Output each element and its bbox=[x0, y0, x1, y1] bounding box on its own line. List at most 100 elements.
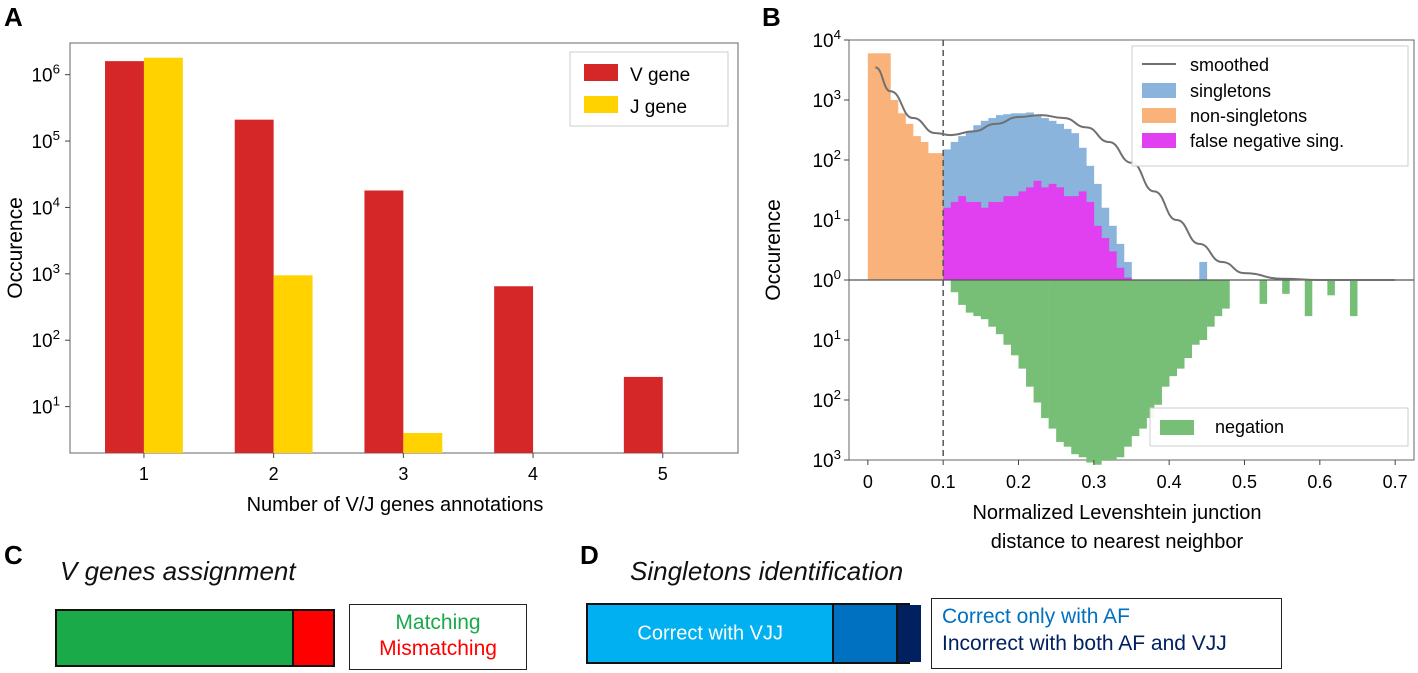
x-tick-label-a-5: 5 bbox=[658, 464, 668, 484]
bar-false-negative bbox=[995, 201, 1004, 280]
bar-negation bbox=[965, 280, 974, 313]
bar-singletons bbox=[1199, 261, 1208, 280]
bar-false-negative bbox=[1041, 187, 1049, 280]
bar-negation bbox=[1108, 280, 1117, 460]
bar-false-negative bbox=[1101, 238, 1110, 280]
bar-negation bbox=[1206, 280, 1215, 327]
bar-j-gene-2 bbox=[273, 275, 313, 453]
bar-non-singletons bbox=[890, 100, 899, 280]
bar-negation bbox=[1161, 280, 1170, 387]
singletons-segment-incorrect-with-both-af-and-vjj bbox=[898, 605, 921, 662]
y-tick-label-b-5: 101 bbox=[812, 327, 841, 352]
bar-singletons bbox=[1116, 243, 1125, 280]
legend-label-correct-only-af: Correct only with AF bbox=[942, 605, 1130, 628]
bar-non-singletons bbox=[935, 153, 944, 280]
legend-label-v-gene: V gene bbox=[630, 65, 690, 86]
legend-swatch-non-singletons bbox=[1142, 108, 1176, 123]
bar-negation bbox=[995, 280, 1004, 335]
legend-label-negation: negation bbox=[1215, 417, 1284, 437]
bar-false-negative bbox=[1108, 251, 1117, 280]
legend-label-false-negative: false negative sing. bbox=[1190, 131, 1344, 151]
x-tick-label-a-4: 4 bbox=[528, 464, 538, 484]
chart-a-x-axis-label: Number of V/J genes annotations bbox=[247, 494, 544, 516]
legend-swatch-v-gene bbox=[584, 64, 618, 81]
bar-negation bbox=[1033, 280, 1042, 403]
bar-negation bbox=[1026, 280, 1034, 387]
legend-label-incorrect-both: Incorrect with both AF and VJJ bbox=[942, 632, 1227, 655]
bar-false-negative bbox=[1116, 267, 1125, 280]
bar-false-negative bbox=[1048, 183, 1057, 280]
x-tick-label-b-0.5: 0.5 bbox=[1232, 472, 1257, 492]
bar-non-singletons bbox=[920, 141, 929, 280]
chart-b-legend-bottom: negation bbox=[1149, 407, 1409, 447]
bar-false-negative bbox=[988, 201, 997, 280]
bar-negation bbox=[973, 280, 982, 317]
bar-negation bbox=[1101, 280, 1110, 460]
x-tick-label-b-0: 0 bbox=[863, 472, 873, 492]
bar-false-negative bbox=[958, 196, 967, 280]
bar-j-gene-1 bbox=[143, 57, 183, 453]
bar-non-singletons bbox=[913, 136, 921, 280]
bar-false-negative bbox=[1056, 187, 1064, 280]
bar-negation bbox=[1282, 280, 1290, 294]
bar-negation bbox=[1176, 280, 1185, 369]
x-tick-label-b-0.4: 0.4 bbox=[1157, 472, 1182, 492]
panel-letter-a: A bbox=[4, 2, 23, 32]
bar-j-gene-3 bbox=[403, 433, 443, 453]
bar-negation bbox=[1123, 280, 1132, 447]
bar-negation bbox=[1221, 280, 1230, 309]
bar-non-singletons bbox=[875, 53, 884, 280]
x-tick-label-a-2: 2 bbox=[269, 464, 279, 484]
bar-negation bbox=[1199, 280, 1208, 340]
bar-negation bbox=[980, 280, 989, 320]
x-tick-label-a-3: 3 bbox=[398, 464, 408, 484]
singletons-segment-correct-with-vjj: Correct with VJJ bbox=[588, 605, 835, 662]
bar-singletons bbox=[1123, 261, 1132, 280]
bar-non-singletons bbox=[905, 123, 914, 280]
bar-singletons bbox=[980, 120, 989, 280]
bar-non-singletons bbox=[882, 53, 891, 280]
y-tick-label-a-4: 104 bbox=[31, 194, 60, 219]
legend-swatch-false-negative bbox=[1142, 133, 1176, 148]
v-genes-segment-matching bbox=[57, 611, 295, 665]
bar-negation bbox=[988, 280, 997, 327]
x-tick-label-b-0.6: 0.6 bbox=[1307, 472, 1332, 492]
bar-negation bbox=[1056, 280, 1064, 442]
chart-a: 101 102 103 104 105 106 1 2 3 4 5 Occurence Numbe… bbox=[4, 42, 739, 516]
panel-d-legend: Correct only with AF Incorrect with both… bbox=[931, 598, 1282, 669]
bar-negation bbox=[950, 280, 959, 293]
bar-negation bbox=[1169, 280, 1177, 377]
panel-letter-c: C bbox=[4, 540, 23, 570]
bar-negation bbox=[1184, 280, 1193, 359]
bar-negation bbox=[1093, 280, 1102, 465]
chart-b-x-axis-label-line2: distance to nearest neighbor bbox=[991, 531, 1244, 553]
bar-false-negative bbox=[1086, 201, 1095, 280]
legend-label-mismatching: Mismatching bbox=[379, 637, 497, 660]
bar-negation bbox=[1259, 280, 1268, 304]
y-tick-label-b-3: 101 bbox=[812, 207, 841, 232]
chart-b-y-axis-label: Occurence bbox=[762, 199, 785, 301]
bar-negation bbox=[1116, 280, 1125, 458]
singletons-identification-bar: Correct with VJJ bbox=[586, 603, 921, 664]
panel-letter-b: B bbox=[762, 2, 781, 32]
legend-swatch-negation bbox=[1160, 420, 1194, 435]
bar-v-gene-3 bbox=[364, 190, 404, 453]
bar-false-negative bbox=[1123, 277, 1132, 280]
bar-negation bbox=[1048, 280, 1057, 429]
bar-negation bbox=[1139, 280, 1147, 429]
bar-negation bbox=[1131, 280, 1140, 437]
y-tick-label-b-7: 103 bbox=[812, 447, 841, 472]
bar-negation bbox=[958, 280, 967, 305]
bar-negation bbox=[1018, 280, 1027, 369]
bar-false-negative bbox=[943, 207, 951, 280]
bar-false-negative bbox=[1093, 225, 1102, 280]
bar-false-negative bbox=[1071, 196, 1080, 280]
y-tick-label-a-2: 102 bbox=[31, 327, 60, 352]
legend-swatch-singletons bbox=[1142, 83, 1176, 98]
bar-negation bbox=[1003, 280, 1012, 345]
bar-non-singletons bbox=[867, 53, 876, 280]
y-tick-label-a-5: 105 bbox=[31, 128, 60, 153]
bar-singletons bbox=[995, 115, 1004, 280]
bar-negation bbox=[1071, 280, 1080, 455]
bar-false-negative bbox=[965, 201, 974, 280]
